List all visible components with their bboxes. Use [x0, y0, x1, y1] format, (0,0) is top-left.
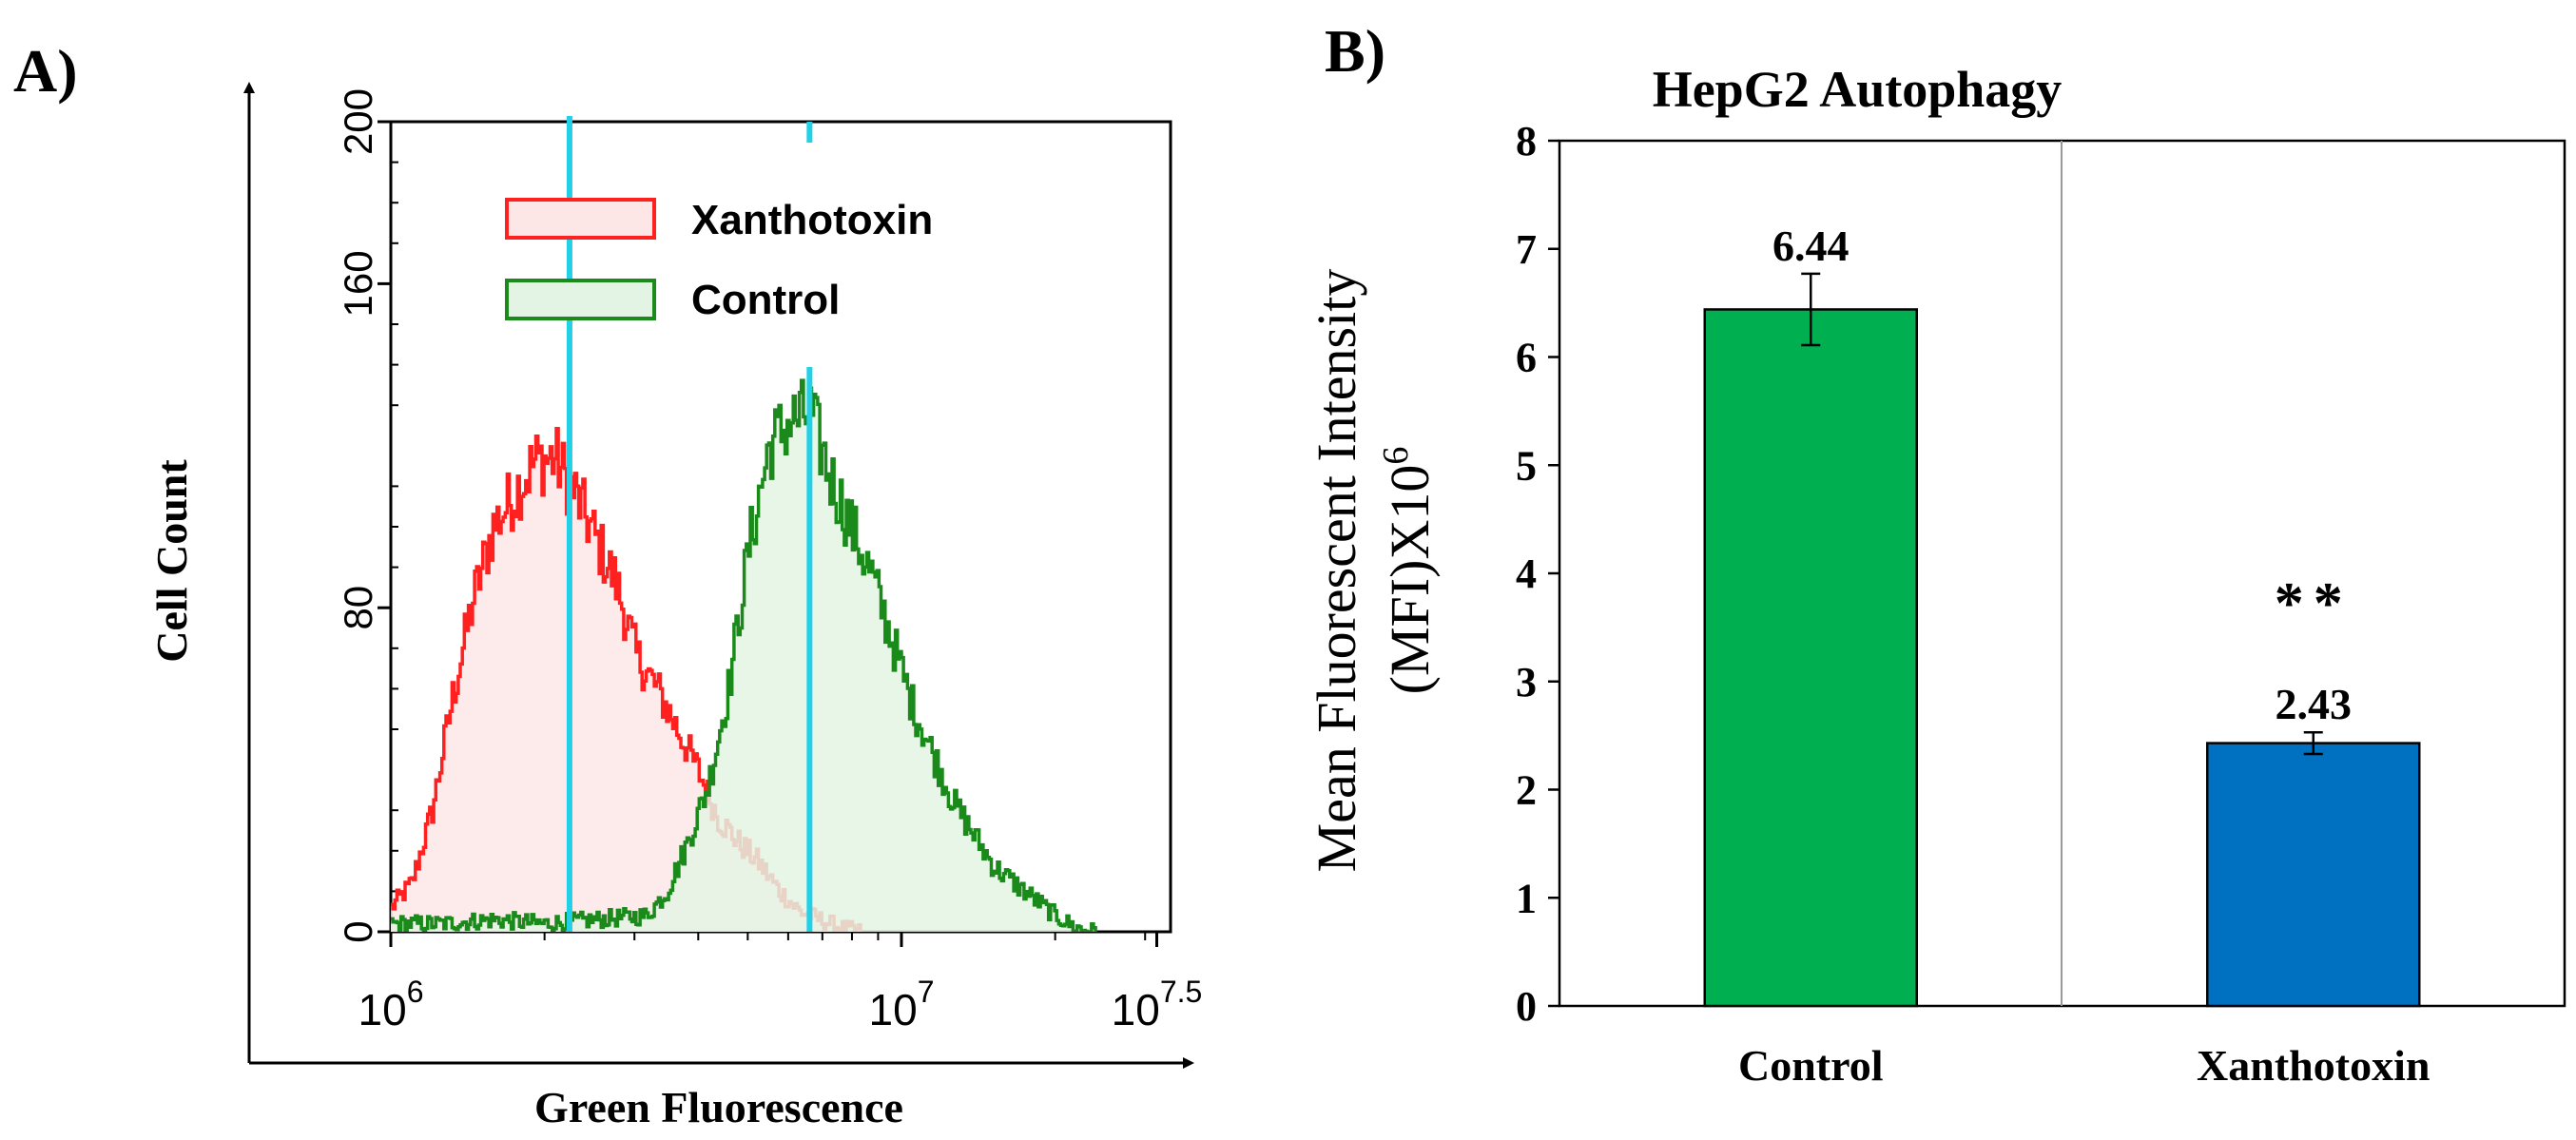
histogram-panel: A) 0 80 160 200 106 107 107.5 Cell Count Gree…	[13, 37, 1202, 1131]
y-axis-label: Cell Count	[147, 459, 196, 663]
bar-xanthotoxin	[2206, 742, 2421, 1008]
y-tick-label: 80	[336, 586, 380, 630]
legend-swatch-control	[505, 279, 656, 320]
x-axis-label: Green Fluorescence	[534, 1083, 903, 1131]
y-tick-label: 6	[1516, 335, 1537, 381]
legend-label-xanthotoxin: Xanthotoxin	[691, 197, 933, 243]
category-label-control: Control	[1738, 1041, 1884, 1090]
y-tick-label: 3	[1516, 659, 1537, 705]
y-axis-label-line2: (MFI)X106	[1376, 447, 1441, 695]
x-tick-label: 107.5	[1112, 975, 1203, 1034]
y-tick-label: 200	[336, 88, 380, 155]
bar-control	[1703, 308, 1918, 1008]
y-tick-label: 0	[336, 920, 380, 942]
histogram-fill-xanthotoxin	[391, 428, 861, 932]
x-tick-label: 107	[869, 975, 935, 1034]
y-tick-label: 8	[1516, 118, 1537, 164]
legend: Xanthotoxin Control	[505, 197, 933, 323]
panel-b-label: B)	[1325, 17, 1385, 85]
legend-swatch-xanthotoxin	[505, 198, 656, 240]
chart-title: HepG2 Autophagy	[1653, 61, 2063, 118]
y-tick-label: 0	[1516, 983, 1537, 1030]
value-label-xanthotoxin: 2.43	[2276, 680, 2353, 728]
y-tick-label: 1	[1516, 875, 1537, 921]
y-tick-label: 7	[1516, 226, 1537, 273]
value-label-control: 6.44	[1772, 222, 1850, 270]
y-tick-label: 160	[336, 250, 380, 317]
histogram-line-control	[391, 378, 1097, 932]
panel-a-label: A)	[13, 37, 78, 105]
y-tick-label: 2	[1516, 767, 1537, 814]
x-tick-label: 106	[358, 975, 424, 1034]
histogram-fill-control	[391, 380, 1096, 932]
y-axis-label-line1: Mean Fluorescent Intensity	[1306, 269, 1367, 873]
y-tick-label: 5	[1516, 442, 1537, 489]
legend-label-control: Control	[691, 277, 840, 323]
y-tick-label: 4	[1516, 551, 1537, 597]
category-label-xanthotoxin: Xanthotoxin	[2197, 1041, 2430, 1090]
y-minor-ticks	[391, 161, 398, 893]
significance-marker-xanthotoxin: **	[2275, 571, 2353, 636]
